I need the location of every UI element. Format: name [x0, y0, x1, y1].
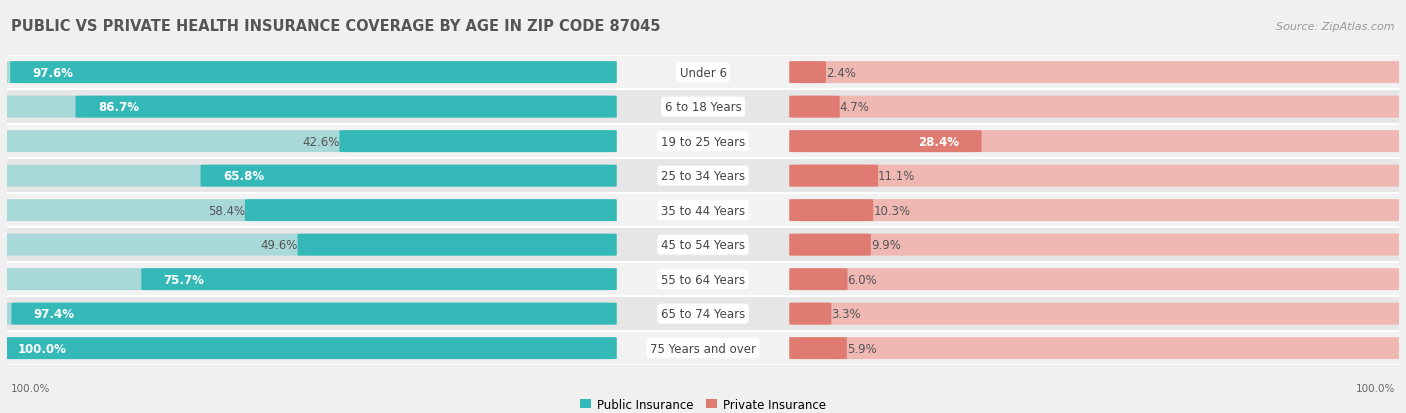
Text: 5.9%: 5.9% [846, 342, 876, 355]
FancyBboxPatch shape [789, 131, 981, 153]
Text: Source: ZipAtlas.com: Source: ZipAtlas.com [1277, 22, 1395, 32]
FancyBboxPatch shape [11, 303, 617, 325]
FancyBboxPatch shape [789, 97, 1406, 118]
FancyBboxPatch shape [789, 165, 1406, 187]
FancyBboxPatch shape [789, 268, 1406, 290]
FancyBboxPatch shape [789, 62, 1406, 84]
Text: 65.8%: 65.8% [224, 170, 264, 183]
Bar [7, 262, 1399, 297]
FancyBboxPatch shape [201, 165, 617, 187]
FancyBboxPatch shape [789, 200, 1406, 221]
FancyBboxPatch shape [0, 62, 617, 84]
FancyBboxPatch shape [0, 97, 617, 118]
FancyBboxPatch shape [245, 200, 617, 221]
Text: 2.4%: 2.4% [825, 66, 856, 79]
Text: 10.3%: 10.3% [873, 204, 910, 217]
Text: 19 to 25 Years: 19 to 25 Years [661, 135, 745, 148]
FancyBboxPatch shape [789, 62, 825, 84]
FancyBboxPatch shape [0, 337, 617, 359]
FancyBboxPatch shape [0, 165, 617, 187]
Bar [7, 125, 1399, 159]
Text: PUBLIC VS PRIVATE HEALTH INSURANCE COVERAGE BY AGE IN ZIP CODE 87045: PUBLIC VS PRIVATE HEALTH INSURANCE COVER… [11, 19, 661, 34]
FancyBboxPatch shape [0, 131, 617, 153]
FancyBboxPatch shape [10, 62, 617, 84]
FancyBboxPatch shape [76, 97, 617, 118]
Text: 3.3%: 3.3% [831, 307, 860, 320]
Text: 6.0%: 6.0% [848, 273, 877, 286]
Text: 65 to 74 Years: 65 to 74 Years [661, 307, 745, 320]
Text: 100.0%: 100.0% [11, 383, 51, 393]
Text: Under 6: Under 6 [679, 66, 727, 79]
FancyBboxPatch shape [0, 234, 617, 256]
Legend: Public Insurance, Private Insurance: Public Insurance, Private Insurance [575, 393, 831, 413]
Text: 86.7%: 86.7% [98, 101, 139, 114]
Text: 75 Years and over: 75 Years and over [650, 342, 756, 355]
FancyBboxPatch shape [789, 337, 846, 359]
Bar [7, 159, 1399, 193]
Text: 97.4%: 97.4% [34, 307, 75, 320]
Text: 58.4%: 58.4% [208, 204, 245, 217]
Bar [7, 56, 1399, 90]
FancyBboxPatch shape [789, 303, 831, 325]
Text: 35 to 44 Years: 35 to 44 Years [661, 204, 745, 217]
FancyBboxPatch shape [0, 200, 617, 221]
Text: 100.0%: 100.0% [1355, 383, 1395, 393]
FancyBboxPatch shape [789, 234, 870, 256]
Text: 9.9%: 9.9% [870, 239, 901, 252]
Bar [7, 193, 1399, 228]
FancyBboxPatch shape [0, 303, 617, 325]
Text: 28.4%: 28.4% [918, 135, 959, 148]
FancyBboxPatch shape [0, 337, 617, 359]
Bar [7, 331, 1399, 366]
FancyBboxPatch shape [789, 165, 877, 187]
Text: 97.6%: 97.6% [32, 66, 73, 79]
Text: 4.7%: 4.7% [839, 101, 869, 114]
Text: 45 to 54 Years: 45 to 54 Years [661, 239, 745, 252]
Bar [7, 90, 1399, 125]
Bar [7, 228, 1399, 262]
Text: 75.7%: 75.7% [163, 273, 204, 286]
FancyBboxPatch shape [789, 337, 1406, 359]
FancyBboxPatch shape [339, 131, 617, 153]
Text: 55 to 64 Years: 55 to 64 Years [661, 273, 745, 286]
Text: 100.0%: 100.0% [18, 342, 67, 355]
Text: 49.6%: 49.6% [260, 239, 298, 252]
Text: 25 to 34 Years: 25 to 34 Years [661, 170, 745, 183]
FancyBboxPatch shape [789, 303, 1406, 325]
FancyBboxPatch shape [789, 234, 1406, 256]
FancyBboxPatch shape [142, 268, 617, 290]
FancyBboxPatch shape [789, 200, 873, 221]
Text: 6 to 18 Years: 6 to 18 Years [665, 101, 741, 114]
FancyBboxPatch shape [789, 97, 839, 118]
Bar [7, 297, 1399, 331]
FancyBboxPatch shape [789, 268, 848, 290]
FancyBboxPatch shape [0, 268, 617, 290]
FancyBboxPatch shape [298, 234, 617, 256]
FancyBboxPatch shape [789, 131, 1406, 153]
Text: 42.6%: 42.6% [302, 135, 339, 148]
Text: 11.1%: 11.1% [877, 170, 915, 183]
